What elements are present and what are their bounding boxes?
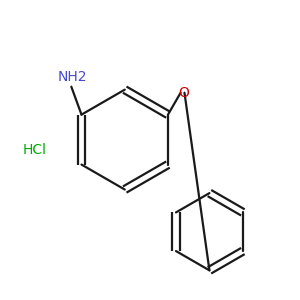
Text: O: O (179, 86, 190, 100)
Text: NH2: NH2 (58, 70, 88, 84)
Text: HCl: HCl (22, 143, 46, 157)
